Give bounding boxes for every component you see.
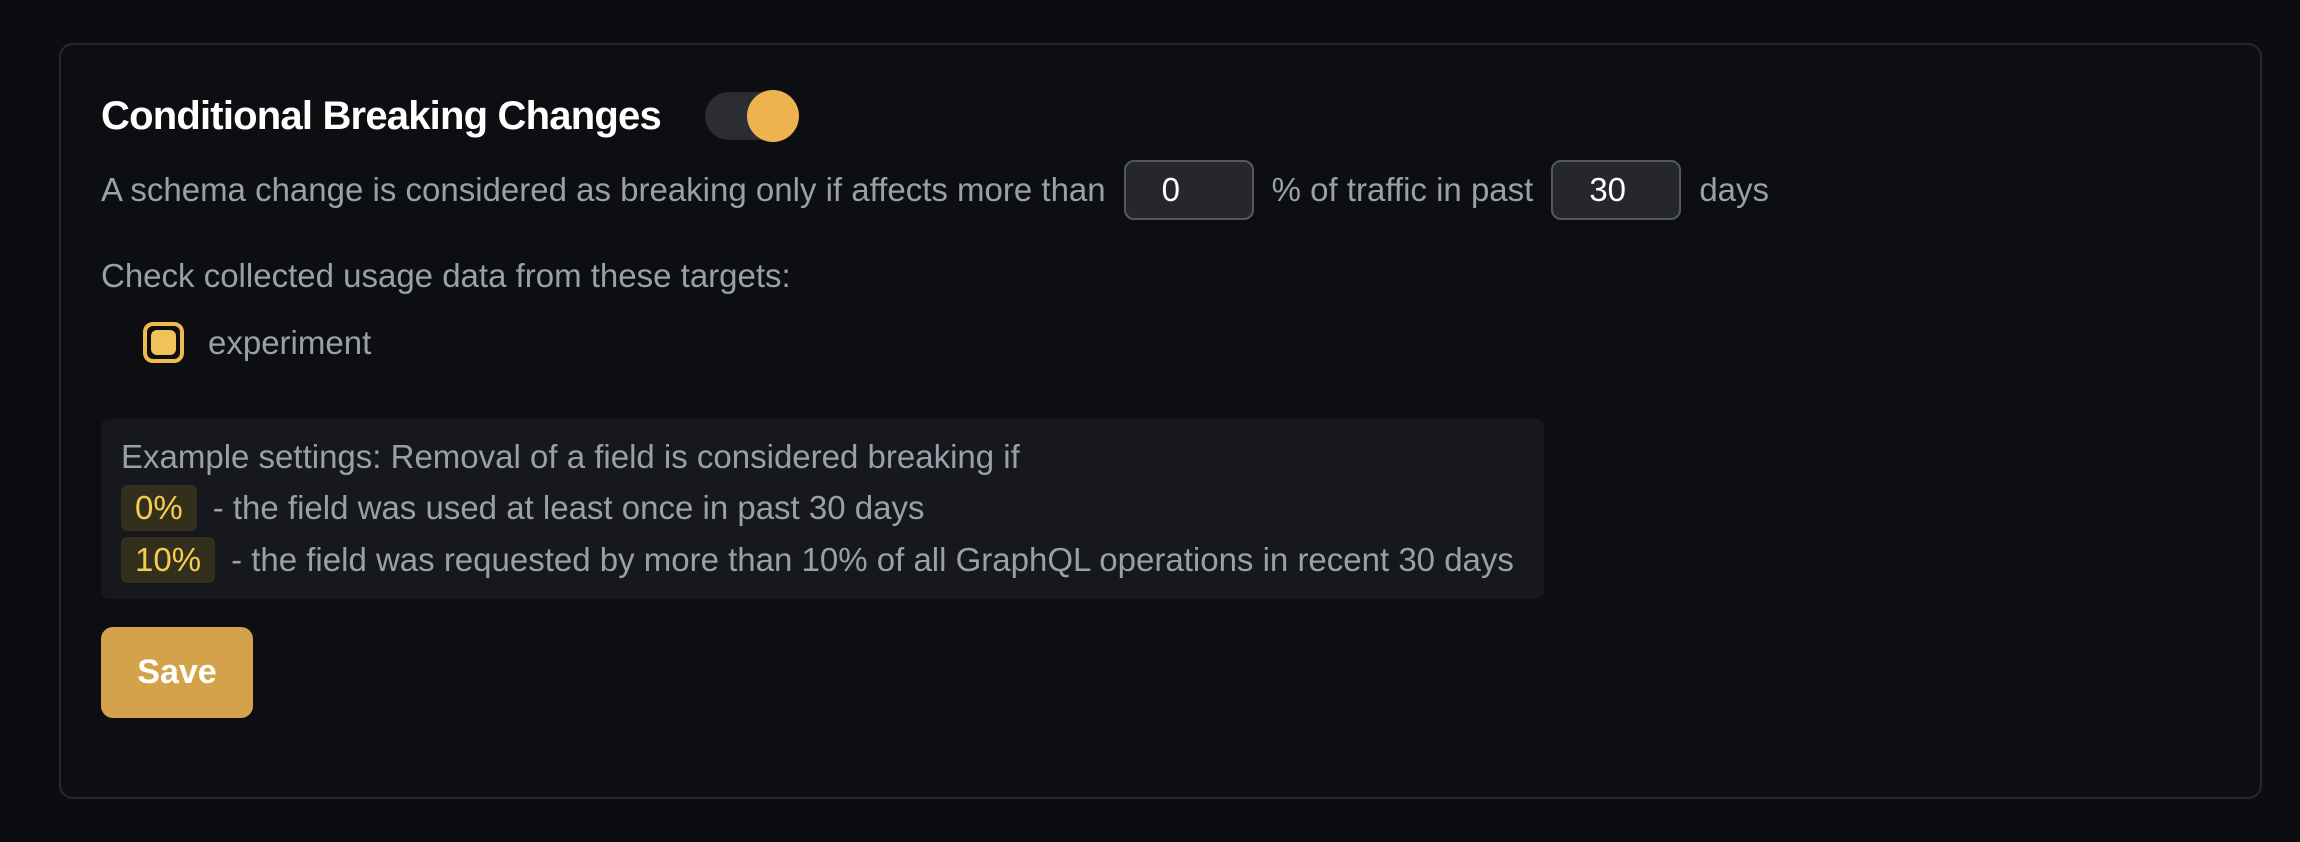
threshold-text-between: % of traffic in past <box>1271 171 1534 208</box>
enabled-toggle[interactable] <box>704 90 799 142</box>
conditional-breaking-changes-card: Conditional Breaking Changes A schema ch… <box>59 43 2262 799</box>
targets-heading: Check collected usage data from these ta… <box>101 257 791 294</box>
save-button[interactable]: Save <box>101 627 253 718</box>
example-rule-text: - the field was requested by more than 1… <box>231 541 1514 578</box>
checkbox-checked-fill <box>151 330 176 355</box>
threshold-text-after: days <box>1699 171 1770 208</box>
title-row: Conditional Breaking Changes <box>101 90 2220 142</box>
threshold-row: A schema change is considered as breakin… <box>101 160 2220 220</box>
example-rule-text: - the field was used at least once in pa… <box>212 489 925 526</box>
percentage-badge-10: 10% <box>121 537 216 583</box>
threshold-text-before: A schema change is considered as breakin… <box>101 171 1106 208</box>
example-rule-row: 10% - the field was requested by more th… <box>121 537 1524 583</box>
example-intro: Example settings: Removal of a field is … <box>121 438 1020 475</box>
target-checkbox[interactable] <box>143 322 184 363</box>
target-label: experiment <box>208 323 372 361</box>
toggle-thumb <box>746 90 799 142</box>
target-row-experiment[interactable]: experiment <box>143 322 2220 363</box>
page-title: Conditional Breaking Changes <box>101 94 662 138</box>
percentage-badge-0: 0% <box>121 485 197 531</box>
example-rule-row: 0% - the field was used at least once in… <box>121 485 1524 531</box>
period-days-input[interactable] <box>1551 160 1682 220</box>
percentage-input[interactable] <box>1123 160 1254 220</box>
example-settings-box: Example settings: Removal of a field is … <box>101 419 1544 599</box>
